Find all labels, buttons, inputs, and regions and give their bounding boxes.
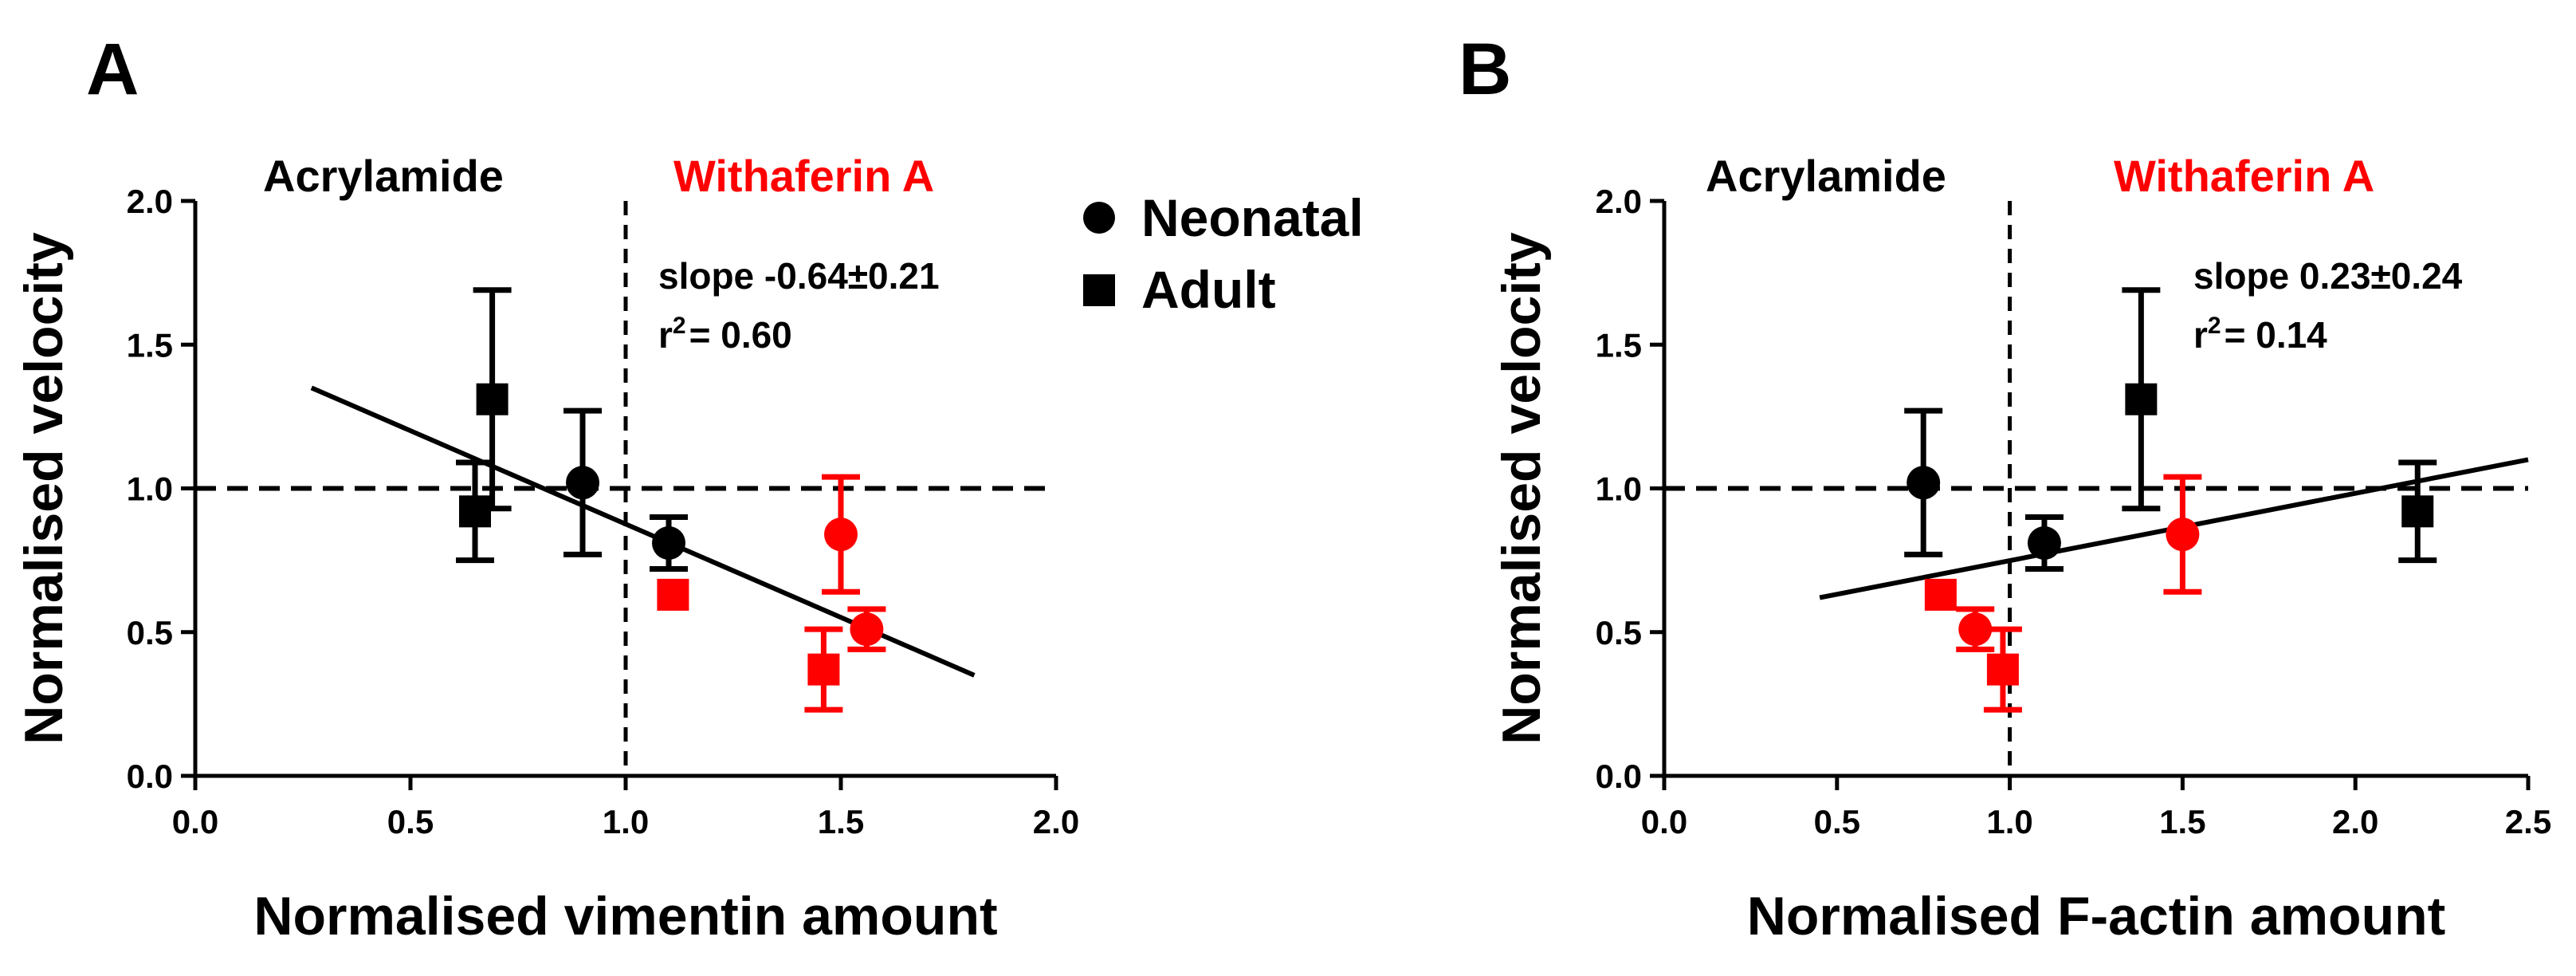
panel-b-x-tick-label: 0.0 [1641,803,1687,840]
panel-a-slope: slope -0.64±0.21 [658,255,940,297]
panel-a-acrylamide-label: Acrylamide [263,151,504,201]
panel-b-r-squared: r2= 0.14 [2193,313,2327,356]
legend-neonatal-label: Neonatal [1141,188,1364,247]
panel-b-slope: slope 0.23±0.24 [2193,255,2463,297]
panel-a-y-tick-label: 0.5 [127,614,173,651]
panel-a-x-tick-label: 1.0 [603,803,649,840]
panel-b-point-adult [2125,383,2158,415]
panel-b-plot: 0.0 0.5 1.0 1.5 2.0 0.0 0.5 1.0 1.5 2.0 2.5 Normali… [1491,183,2551,946]
panel-b-y-tick-label: 0.0 [1596,758,1642,795]
panel-a-plot: 0.0 0.5 1.0 1.5 2.0 0.0 0.5 1.0 1.5 2.0 Normalised… [14,183,1079,946]
panel-a-point-adult [807,653,840,686]
panel-b-x-tick-label: 2.5 [2505,803,2551,840]
panel-a-point-neonatal [652,525,685,560]
panel-a-y-tick-label: 0.0 [127,758,173,795]
panel-a-x-tick-label: 1.5 [818,803,864,840]
panel-b-point-adult [2401,495,2434,528]
panel-b-point-neonatal [1906,466,1941,500]
panel-a-y-axis-title: Normalised velocity [14,232,74,745]
panel-b-x-tick-label: 1.5 [2159,803,2205,840]
panel-a-withaferin-label: Withaferin A [673,151,934,201]
panel-a-point-adult [657,578,689,611]
panel-a-r-squared: r2= 0.60 [658,313,792,356]
panel-b-x-tick-label: 1.0 [1986,803,2032,840]
panel-b-y-tick-label: 1.5 [1596,326,1642,364]
panel-b-y-tick-label: 0.5 [1596,614,1642,651]
panel-a-point-adult [459,495,491,528]
panel-b-letter: B [1459,29,1511,110]
panel-b-point-neonatal [1958,612,1993,647]
panel-b-point-neonatal [2027,525,2061,560]
panel-a-letter: A [86,29,139,110]
panel-b-point-adult [1986,653,2019,686]
panel-a-point-neonatal [850,612,884,647]
panel-a-x-tick-label: 0.5 [387,803,434,840]
panel-a-x-axis-title: Normalised vimentin amount [253,886,997,946]
panel-a-point-neonatal [824,518,858,552]
panel-a-y-tick-label: 1.0 [127,470,173,508]
legend: Neonatal Adult [1083,188,1364,319]
panel-a-y-tick-label: 2.0 [127,183,173,220]
panel-b-point-neonatal [2166,518,2200,552]
panel-b-x-tick-label: 0.5 [1814,803,1860,840]
panel-a-point-neonatal [566,466,599,500]
panel-a-x-tick-label: 2.0 [1033,803,1079,840]
panel-b-y-tick-label: 2.0 [1596,183,1642,220]
panel-a-point-adult [476,383,509,415]
legend-neonatal-marker [1083,202,1115,234]
panel-a-x-tick-label: 0.0 [172,803,218,840]
panel-b-y-tick-label: 1.0 [1596,470,1642,508]
panel-b-x-axis-title: Normalised F-actin amount [1747,886,2446,946]
panel-b-y-axis-title: Normalised velocity [1491,232,1552,745]
panel-a-y-tick-label: 1.5 [127,326,173,364]
panel-b-withaferin-label: Withaferin A [2114,151,2374,201]
legend-adult-label: Adult [1141,260,1276,319]
panel-b-point-adult [1924,578,1957,611]
panel-b-x-tick-label: 2.0 [2332,803,2378,840]
panel-b-acrylamide-label: Acrylamide [1706,151,1946,201]
legend-adult-marker [1083,274,1115,306]
